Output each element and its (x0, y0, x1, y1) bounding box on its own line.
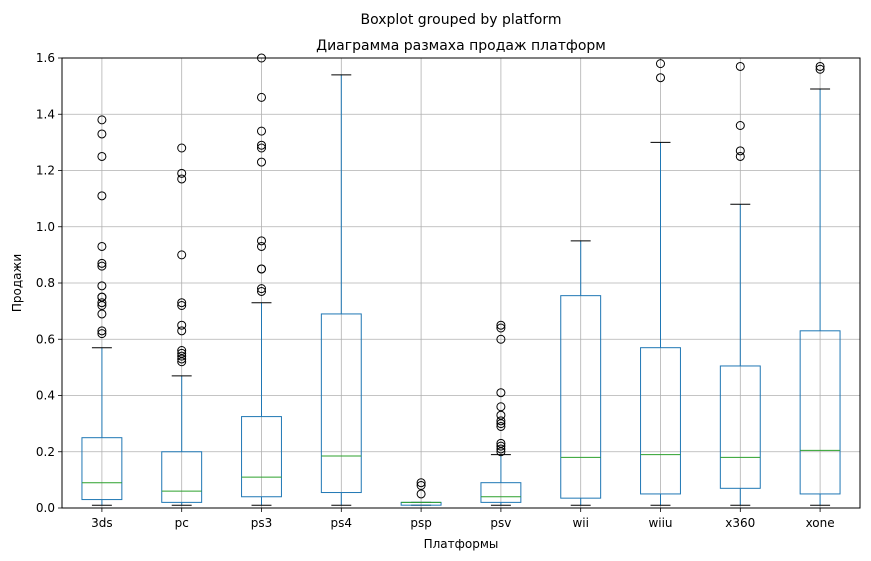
outlier-point (97, 258, 107, 268)
outlier-point (97, 292, 107, 302)
outlier-point (656, 59, 665, 69)
box-ps4 (320, 313, 362, 494)
outlier-point (257, 241, 266, 251)
outlier-point (257, 143, 266, 153)
outlier-point (496, 444, 506, 454)
outlier-point (177, 301, 187, 310)
outlier-point (177, 326, 187, 336)
box-psv (480, 482, 522, 503)
box-wii (560, 295, 602, 499)
outlier-point (496, 421, 506, 431)
y-tick-label: 0.6 (36, 332, 55, 346)
outlier-point (735, 151, 745, 161)
x-tick-label: ps4 (331, 516, 353, 530)
outlier-point (735, 121, 745, 130)
y-axis-ticks: 0.0 0.2 0.4 0.6 0.8 1.0 1.2 1.4 1.6 (36, 51, 62, 515)
outlier-point (177, 346, 187, 355)
outlier-point (257, 236, 266, 246)
box-group (81, 53, 841, 506)
x-tick-label: wii (572, 516, 588, 530)
outlier-point (177, 174, 187, 184)
x-axis-ticks: 3ds pc ps3 ps4 psp psv wii wiiu x360 xone (91, 508, 835, 530)
outlier-point (97, 326, 107, 336)
outlier-point (496, 402, 506, 412)
box-xone (799, 330, 841, 495)
outlier-point (97, 151, 107, 161)
outlier-point (257, 126, 266, 136)
outlier-point (97, 191, 107, 201)
outlier-point (416, 478, 426, 488)
outlier-point (496, 323, 506, 333)
x-tick-label: wiiu (648, 516, 672, 530)
y-tick-label: 1.0 (36, 220, 55, 234)
x-tick-label: psv (490, 516, 511, 530)
outlier-point (656, 73, 665, 83)
outlier-point (177, 348, 187, 358)
x-tick-label: ps3 (251, 516, 273, 530)
box-wiiu (640, 347, 681, 495)
outlier-point (177, 298, 187, 308)
chart-suptitle: Boxplot grouped by platform (360, 12, 561, 28)
outlier-point (496, 441, 506, 451)
chart-title: Диаграмма размаха продаж платформ (316, 38, 606, 54)
outlier-point (257, 92, 266, 102)
x-tick-label: xone (806, 516, 835, 530)
outlier-point (257, 284, 266, 294)
outlier-point (496, 334, 506, 344)
y-tick-label: 0.0 (36, 501, 55, 515)
box-ps3 (241, 416, 282, 498)
outlier-point (735, 146, 745, 156)
outlier-point (735, 61, 745, 71)
x-tick-label: 3ds (91, 516, 113, 530)
outlier-point (257, 140, 266, 150)
outlier-point (257, 157, 266, 167)
x-tick-label: pc (175, 516, 189, 530)
outlier-point (97, 298, 107, 308)
outlier-point (97, 115, 107, 125)
y-tick-label: 1.4 (36, 107, 55, 121)
outlier-point (97, 261, 107, 271)
outlier-point (257, 264, 266, 274)
y-tick-label: 0.4 (36, 389, 55, 403)
box-pc (161, 451, 203, 503)
x-axis-label: Платформы (424, 537, 499, 551)
outlier-point (496, 438, 506, 448)
y-tick-label: 1.2 (36, 164, 55, 178)
y-tick-label: 0.2 (36, 445, 55, 459)
outlier-point (177, 351, 187, 361)
box-3ds (81, 437, 123, 501)
outlier-point (97, 241, 107, 251)
y-tick-label: 0.8 (36, 276, 55, 290)
x-tick-label: psp (410, 516, 432, 530)
outlier-point (97, 129, 107, 139)
outlier-point (177, 250, 187, 260)
outlier-point (177, 168, 187, 178)
outlier-point (496, 416, 506, 426)
outlier-point (815, 61, 825, 71)
outlier-point (97, 281, 107, 291)
outlier-point (257, 286, 266, 296)
outlier-point (496, 320, 506, 330)
x-tick-label: x360 (725, 516, 755, 530)
outlier-point (177, 143, 187, 153)
y-axis-label: Продажи (10, 254, 24, 312)
outlier-point (97, 329, 107, 339)
outlier-point (815, 64, 825, 74)
box-x360 (719, 365, 761, 489)
y-tick-label: 1.6 (36, 51, 55, 65)
outlier-point (177, 320, 187, 330)
outlier-point (496, 388, 506, 398)
outlier-point (416, 481, 426, 490)
